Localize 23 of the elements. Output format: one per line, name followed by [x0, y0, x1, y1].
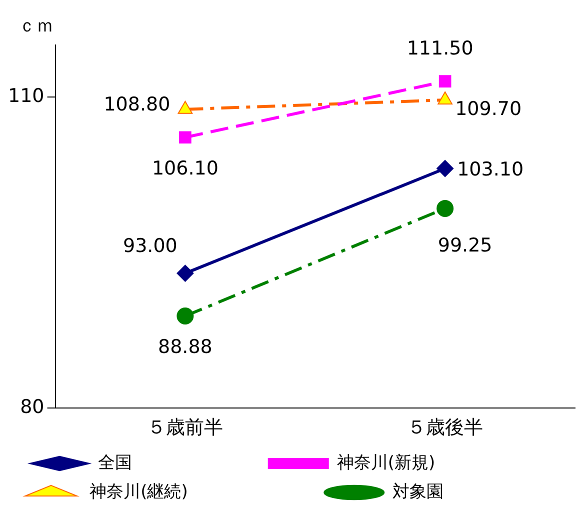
data-label: 99.25 — [438, 234, 492, 256]
data-label: 103.10 — [457, 158, 524, 180]
data-label: 88.88 — [158, 336, 212, 358]
point — [179, 131, 192, 144]
data-label: 106.10 — [152, 157, 218, 180]
legend-label: 神奈川(継続) — [90, 482, 312, 502]
data-label: 93.00 — [122, 235, 178, 258]
legend-label: 神奈川(新規) — [336, 452, 560, 473]
point — [436, 200, 454, 217]
point — [176, 264, 194, 282]
data-label: 109.70 — [455, 98, 522, 120]
data-label: 111.50 — [406, 37, 474, 60]
legend-label: 全国 — [98, 452, 256, 473]
point — [436, 160, 454, 177]
x-tick-label: ５歳後半 — [407, 416, 484, 439]
y-axis-title: ｃｍ — [18, 16, 54, 37]
y-tick-label: 110 — [8, 84, 44, 107]
x-tick-label: ５歳前半 — [147, 416, 224, 439]
point — [176, 308, 194, 325]
y-tick-label: 80 — [20, 396, 44, 418]
point — [438, 75, 452, 88]
legend-label: 対象園 — [392, 482, 568, 502]
data-label: 108.80 — [104, 93, 170, 116]
